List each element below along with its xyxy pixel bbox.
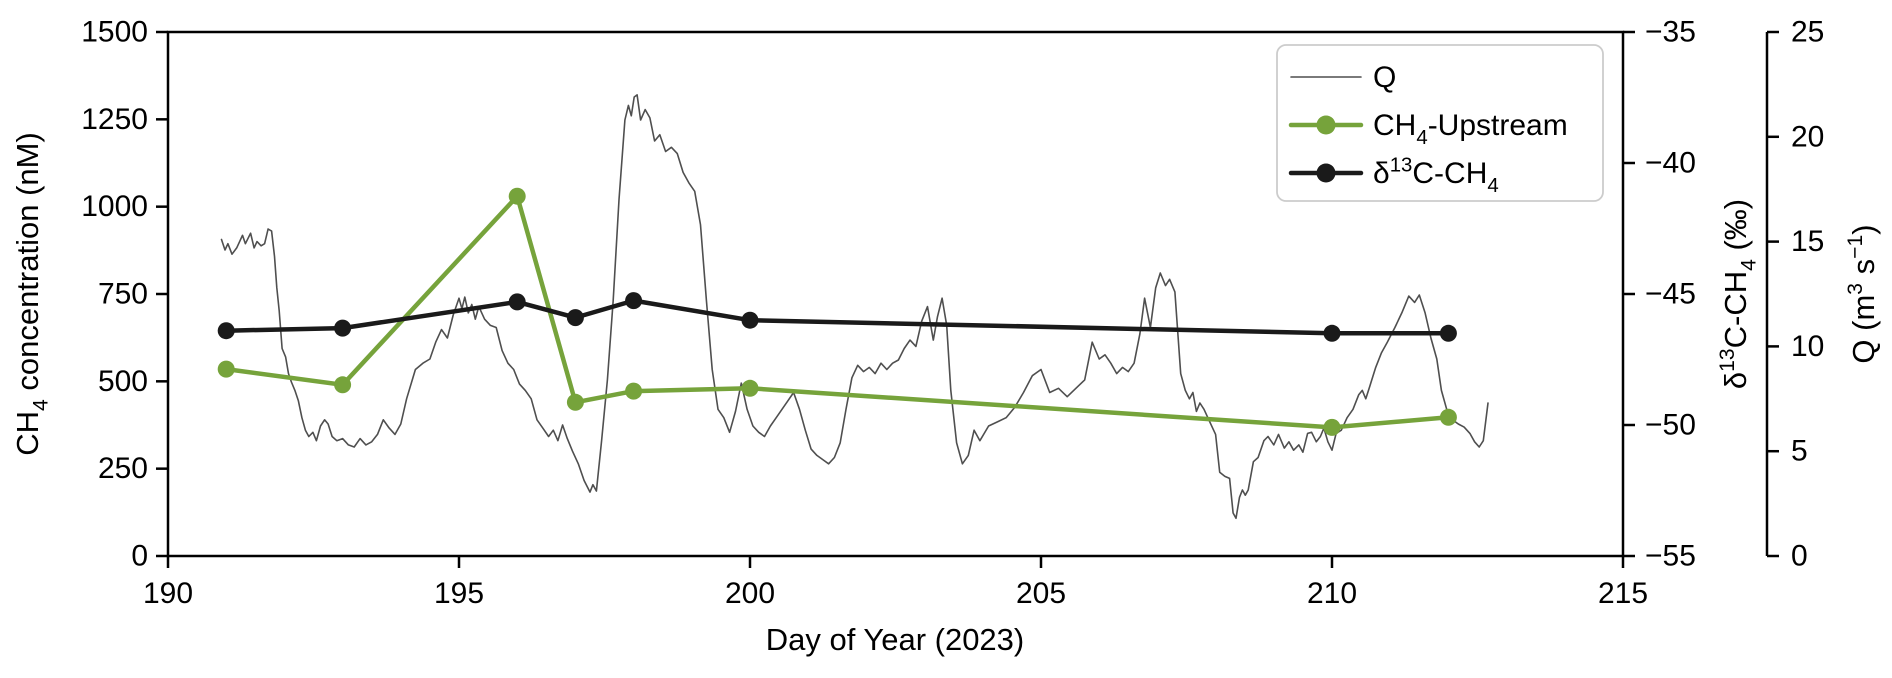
y-delta-tick-label: −50 (1645, 409, 1696, 442)
axes-layer: 190 195 200 205 210 2150250500750100012501500… (81, 16, 1824, 611)
d13c-ch4-data-point (217, 322, 235, 340)
ch4-upstream-data-point (334, 376, 352, 394)
legend-item-label: Q (1373, 61, 1396, 94)
q-tick-label: 0 (1791, 540, 1808, 573)
x-tick-label: 215 (1598, 577, 1648, 610)
y-left-tick-label: 1250 (81, 103, 148, 136)
legend-swatch-dot (1316, 115, 1336, 135)
ch4-upstream-data-point (741, 379, 759, 397)
y-delta-tick-label: −45 (1645, 278, 1696, 311)
q-tick-label: 15 (1791, 225, 1824, 258)
ch4-upstream-data-point (1439, 408, 1457, 426)
x-axis-label: Day of Year (2023) (766, 622, 1025, 657)
ch4-upstream-data-point (508, 187, 526, 205)
legend-item-label: CH4-Upstream (1373, 109, 1568, 149)
ch4-upstream-data-point (217, 360, 235, 378)
q-tick-label: 20 (1791, 120, 1824, 153)
ch4-upstream-data-point (566, 393, 584, 411)
x-tick-label: 190 (143, 577, 193, 610)
y-left-tick-label: 1000 (81, 190, 148, 223)
y-axis-label-left: CH4 concentration (nM) (10, 132, 52, 456)
d13c-ch4-data-point (625, 292, 643, 310)
q-tick-label: 10 (1791, 330, 1824, 363)
legend-item-label: δ13C-CH4 (1373, 155, 1499, 197)
ch4-upstream-data-point (1323, 418, 1341, 436)
d13c-ch4-line (223, 298, 1451, 336)
legend: Q CH4-Upstream δ13C-CH4 (1276, 44, 1604, 202)
ch4-upstream-data-point (625, 382, 643, 400)
q-tick-label: 25 (1791, 16, 1824, 49)
plot-series-layer (217, 94, 1489, 520)
ch4-upstream-line (223, 193, 1451, 430)
x-tick-label: 200 (725, 577, 775, 610)
x-tick-label: 195 (434, 577, 484, 610)
d13c-ch4-data-point (508, 293, 526, 311)
d13c-ch4-data-point (1439, 324, 1457, 342)
y-delta-tick-label: −35 (1645, 16, 1696, 49)
q-tick-label: 5 (1791, 435, 1808, 468)
y-axis-label-q: Q (m3 s−1) (1844, 224, 1881, 363)
d13c-ch4-data-point (566, 309, 584, 327)
legend-box (1276, 44, 1604, 202)
y-left-tick-label: 0 (131, 540, 148, 573)
y-left-tick-label: 750 (98, 278, 148, 311)
y-delta-tick-label: −40 (1645, 147, 1696, 180)
y-delta-tick-label: −55 (1645, 540, 1696, 573)
q-line (220, 94, 1489, 520)
y-left-tick-label: 500 (98, 365, 148, 398)
y-left-tick-label: 250 (98, 452, 148, 485)
d13c-ch4-data-point (741, 311, 759, 329)
legend-swatch-dot (1316, 163, 1336, 183)
x-tick-label: 210 (1307, 577, 1357, 610)
d13c-ch4-data-point (334, 319, 352, 337)
d13c-ch4-data-point (1323, 324, 1341, 342)
y-left-tick-label: 1500 (81, 16, 148, 49)
y-axis-label-delta: δ13C-CH4 (‰) (1716, 199, 1760, 389)
x-tick-label: 205 (1016, 577, 1066, 610)
